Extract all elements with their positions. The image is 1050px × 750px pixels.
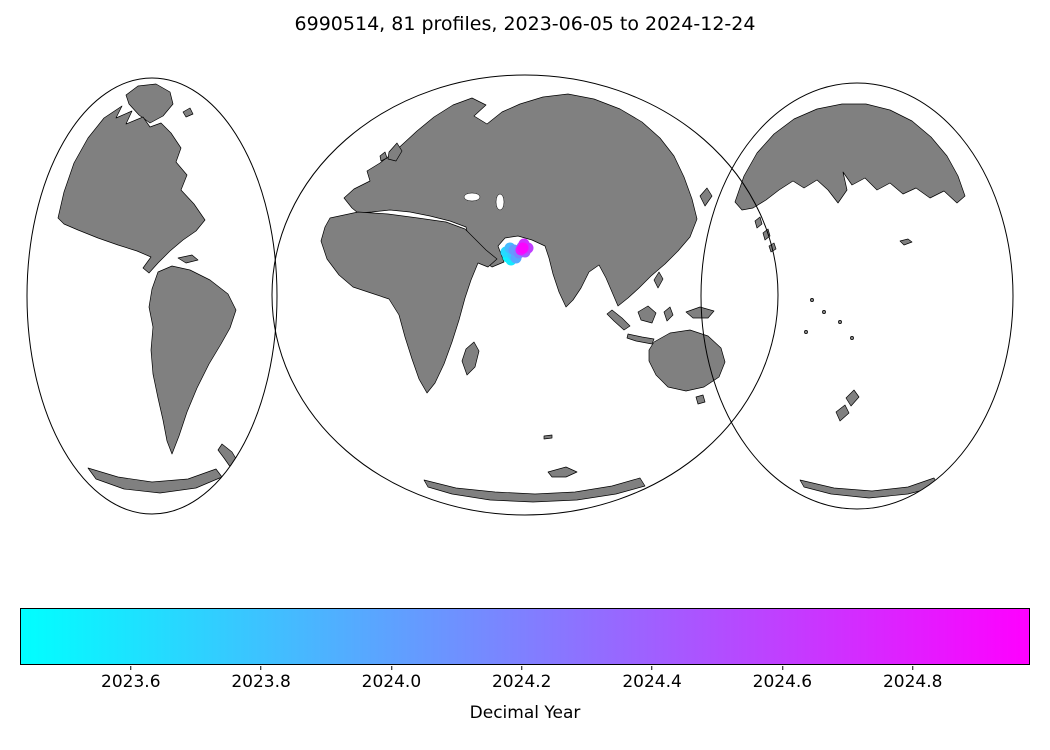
land-ireland [379, 151, 388, 162]
colorbar-tick: 2023.6 [101, 666, 161, 692]
land-pacific-island-1 [810, 298, 814, 302]
colorbar-tick: 2024.4 [622, 666, 682, 692]
land-caribbean [177, 254, 199, 264]
colorbar-tick-mark [521, 666, 523, 670]
land-kuril-1 [754, 216, 763, 229]
colorbar-tick: 2024.6 [753, 666, 812, 692]
land-pacific-island-4 [804, 330, 808, 334]
land-antarctica-bump [547, 466, 578, 478]
land-pacific-island-3 [838, 320, 842, 324]
land-madagascar [461, 341, 480, 376]
land-australia [648, 329, 726, 392]
land-new-zealand-south [835, 404, 850, 422]
land-kerguelen [543, 434, 553, 440]
colorbar [20, 608, 1030, 665]
colorbar-tick-mark [781, 666, 783, 670]
colorbar-tick-label: 2024.6 [752, 672, 813, 692]
land-siberia-alaska [734, 103, 966, 211]
land-antarctica-central [423, 477, 646, 503]
land-sulawesi [663, 306, 674, 322]
land-pacific-island-5 [850, 336, 854, 340]
land-americas [57, 83, 239, 494]
colorbar-tick-mark [912, 666, 914, 670]
figure-title: 6990514, 81 profiles, 2023-06-05 to 2024… [294, 13, 756, 35]
land-pacific [734, 103, 966, 499]
colorbar-tick: 2023.8 [231, 666, 291, 692]
profile-point [517, 242, 529, 254]
colorbar-tick: 2024.2 [492, 666, 551, 692]
colorbar-tick-label: 2023.6 [101, 672, 161, 692]
land-java [626, 333, 655, 345]
land-britain [387, 142, 403, 162]
colorbar-tick-mark [260, 666, 262, 670]
land-arctic-island [182, 107, 194, 118]
map-lobe-pacific [700, 82, 1014, 510]
land-new-guinea [685, 306, 715, 319]
land-africa-eurasia [320, 93, 726, 503]
colorbar-tick-label: 2023.8 [231, 672, 291, 692]
land-hawaii [899, 238, 913, 246]
land-north-america [57, 105, 206, 274]
land-philippines [653, 271, 664, 289]
map-lobe-outlines [26, 74, 1014, 516]
land-pacific-island-2 [822, 310, 826, 314]
colorbar-tick-axis: 2023.6 2023.8 2024.0 2024.2 2024.4 2024.6 2024… [20, 666, 1030, 698]
colorbar-axis-label: Decimal Year [469, 703, 581, 723]
colorbar-tick-mark [390, 666, 392, 670]
map-lobe-atlantic [26, 77, 278, 515]
land-borneo [637, 305, 657, 324]
land-greenland [125, 83, 174, 124]
colorbar-tick-label: 2024.2 [491, 672, 552, 692]
colorbar-tick-label: 2024.0 [361, 672, 422, 692]
colorbar-tick-mark [130, 666, 132, 670]
colorbar-tick-label: 2024.8 [882, 672, 943, 692]
land-japan [699, 187, 713, 207]
land-new-zealand-north [845, 389, 860, 407]
colorbar-tick: 2024.0 [362, 666, 421, 692]
land-africa [320, 211, 498, 394]
land-sumatra [606, 309, 631, 331]
lake-caspian-sea [495, 193, 505, 211]
land-tasmania [695, 394, 706, 405]
colorbar-tick: 2024.8 [883, 666, 942, 692]
lake-black-sea [463, 192, 481, 202]
land-south-america [148, 265, 237, 455]
colorbar-tick-mark [651, 666, 653, 670]
map-lobe-indian [271, 74, 779, 516]
colorbar-tick-label: 2024.4 [622, 672, 682, 692]
profile-scatter [500, 238, 534, 266]
